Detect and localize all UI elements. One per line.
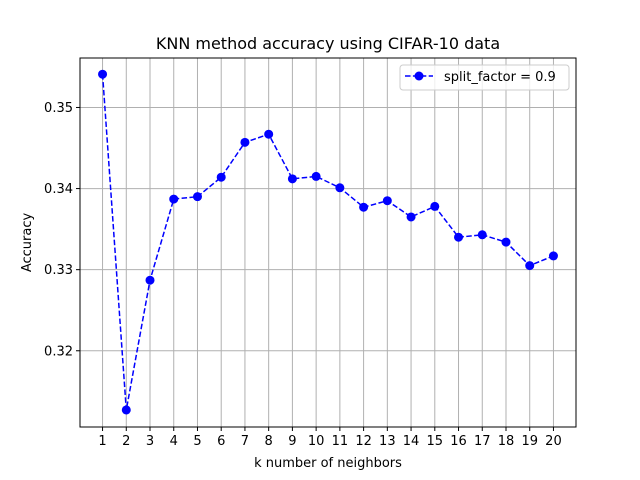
x-tick-label: 7 [241, 434, 249, 449]
x-tick-label: 17 [474, 434, 491, 449]
data-point [477, 230, 487, 240]
y-tick-label: 0.34 [44, 182, 73, 197]
y-tick-label: 0.35 [44, 101, 73, 116]
legend-entry-label: split_factor = 0.9 [444, 70, 556, 85]
legend-marker [414, 71, 424, 81]
grid [80, 58, 576, 427]
data-point [216, 172, 226, 182]
y-axis-label: Accuracy [20, 213, 35, 273]
data-point [406, 212, 416, 222]
y-tick-label: 0.33 [44, 263, 73, 278]
x-tick-label: 19 [521, 434, 538, 449]
x-tick-label: 4 [170, 434, 178, 449]
data-point [192, 192, 202, 202]
x-tick-label: 8 [265, 434, 273, 449]
x-tick-label: 5 [193, 434, 201, 449]
data-point [121, 405, 131, 415]
data-point [311, 171, 321, 181]
x-axis-label: k number of neighbors [254, 456, 402, 471]
chart-title: KNN method accuracy using CIFAR-10 data [156, 34, 500, 53]
x-tick-label: 10 [308, 434, 325, 449]
x-tick-label: 18 [498, 434, 515, 449]
data-point [359, 202, 369, 212]
x-tick-label: 15 [427, 434, 444, 449]
x-tick-label: 3 [146, 434, 154, 449]
data-point [335, 183, 345, 193]
x-tick-label: 1 [98, 434, 106, 449]
data-point [98, 69, 108, 79]
ticks: 1 2 3 4 5 6 7 8 9 10 11 12 13 14 15 16 17 18 19 200.320.330… [44, 101, 562, 449]
data-point [525, 261, 535, 271]
x-tick-label: 6 [217, 434, 225, 449]
data-point [382, 196, 392, 206]
data-point [287, 174, 297, 184]
x-tick-label: 14 [403, 434, 420, 449]
data-point [454, 232, 464, 242]
x-tick-label: 13 [379, 434, 396, 449]
x-tick-label: 12 [355, 434, 372, 449]
data-point [169, 194, 179, 204]
x-tick-label: 16 [450, 434, 467, 449]
data-point [240, 137, 250, 147]
data-point [145, 275, 155, 285]
legend: split_factor = 0.9 [399, 64, 570, 91]
data-point [264, 129, 274, 139]
plot-frame [79, 57, 577, 428]
data-point [430, 201, 440, 211]
data-point [548, 251, 558, 261]
legend-box [399, 64, 570, 91]
x-tick-label: 2 [122, 434, 130, 449]
data-point [501, 237, 511, 247]
x-tick-label: 9 [288, 434, 296, 449]
x-tick-label: 20 [545, 434, 562, 449]
series [98, 69, 558, 415]
y-tick-label: 0.32 [44, 344, 73, 359]
x-tick-label: 11 [332, 434, 349, 449]
